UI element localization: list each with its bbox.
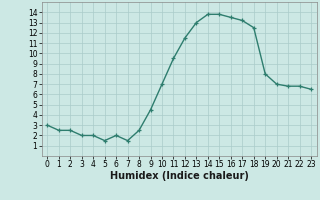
X-axis label: Humidex (Indice chaleur): Humidex (Indice chaleur) (110, 171, 249, 181)
